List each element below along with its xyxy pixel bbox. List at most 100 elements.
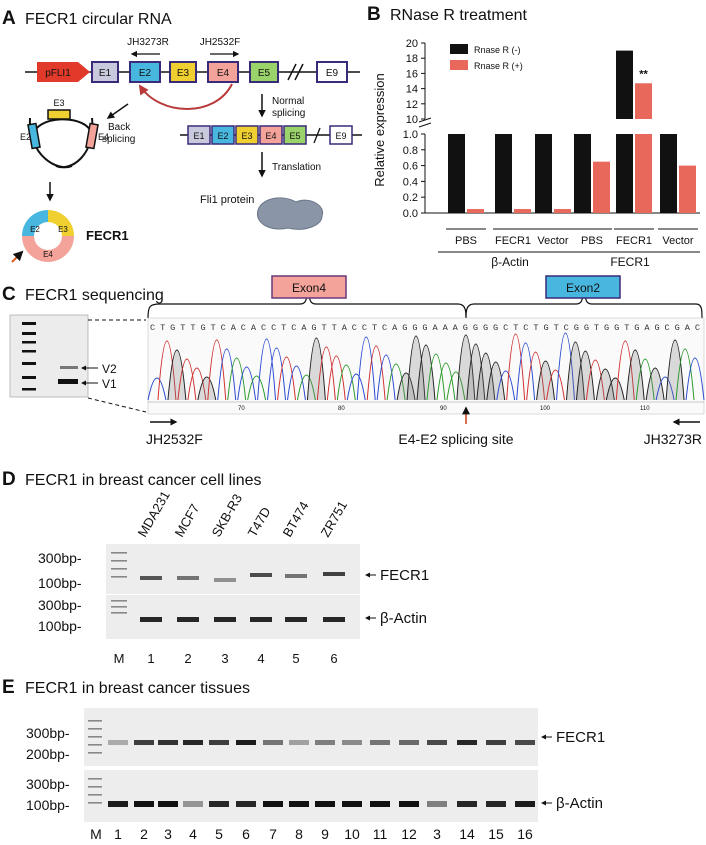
exon-label-e1: E1 bbox=[99, 68, 112, 79]
d-lane-3: 3 bbox=[221, 651, 228, 666]
e-lane-1: 1 bbox=[114, 826, 122, 842]
panel-d-title: FECR1 in breast cancer cell lines bbox=[25, 472, 262, 489]
ytick-label-upper-4: 18 bbox=[406, 53, 418, 65]
trace-peak bbox=[336, 364, 356, 401]
back-splicing-label-2: splicing bbox=[102, 134, 135, 145]
panel-e: E FECR1 in breast cancer tissues 300bp- … bbox=[2, 677, 605, 842]
d-band-actin-5 bbox=[285, 617, 307, 622]
exon-label-e9: E9 bbox=[326, 68, 339, 79]
d-lane-6: 6 bbox=[330, 651, 337, 666]
mrna-exon-e1: E1 bbox=[193, 131, 204, 141]
trace-peak bbox=[595, 368, 615, 401]
chromatogram-traces bbox=[147, 332, 705, 401]
d-ladder-top-3 bbox=[111, 576, 127, 578]
mrna-exon-e9: E9 bbox=[335, 131, 346, 141]
e-ladder-top-1 bbox=[88, 728, 102, 730]
exon4-box bbox=[271, 275, 347, 299]
ring-exon-e2: E2 bbox=[30, 225, 40, 234]
primer-f-label-c: JH2532F bbox=[146, 431, 203, 447]
trace-peak bbox=[526, 351, 546, 401]
mrna: E1 E2 E3 E4 E5 E9 bbox=[180, 125, 362, 145]
e-band-actin-6 bbox=[236, 801, 256, 807]
circ-exon-e3: E3 bbox=[53, 98, 64, 108]
d-band-actin-1 bbox=[140, 617, 162, 622]
e-lane-16: 16 bbox=[517, 826, 533, 842]
trace-peak bbox=[536, 360, 556, 401]
bar-plus-0 bbox=[467, 209, 484, 213]
trace-peak bbox=[217, 348, 237, 401]
exon-e9 bbox=[316, 61, 348, 83]
e-lane-4: 4 bbox=[189, 826, 197, 842]
d-size-300-top: 300bp- bbox=[38, 550, 82, 566]
e-band-fecr1-15 bbox=[486, 740, 506, 745]
e-band-actin-1 bbox=[108, 801, 128, 807]
e-lane-5: 5 bbox=[215, 826, 223, 842]
e-band-actin-2 bbox=[134, 801, 154, 807]
trace-peak bbox=[665, 339, 685, 401]
ytick-label-lower-5: 1.0 bbox=[403, 129, 418, 141]
e-lane-11: 11 bbox=[373, 826, 388, 842]
e-band-fecr1-9 bbox=[315, 740, 335, 745]
e-lane-0: M bbox=[90, 826, 102, 842]
band-label-v2: V2 bbox=[102, 362, 117, 376]
d-ladder-bottom-1 bbox=[111, 606, 127, 608]
bar-minus-lower-4 bbox=[616, 134, 633, 213]
d-ladder-top-2 bbox=[111, 568, 127, 570]
e-lane-15: 15 bbox=[488, 826, 504, 842]
e-lane-3: 3 bbox=[164, 826, 172, 842]
d-lane-2: 2 bbox=[184, 651, 191, 666]
e-band-fecr1-12 bbox=[399, 740, 419, 745]
bar-plus-3 bbox=[593, 161, 610, 213]
gel-band-v2 bbox=[60, 366, 78, 369]
d-size-300-bottom: 300bp- bbox=[38, 597, 82, 613]
e-gel-label-fecr1: FECR1 bbox=[556, 729, 605, 746]
ytick-label-upper-1: 12 bbox=[406, 99, 418, 111]
e-band-fecr1-11 bbox=[370, 740, 390, 745]
axis-break-1 bbox=[418, 117, 432, 123]
back-splicing-label-1: Back bbox=[108, 122, 131, 133]
bar-plus-5 bbox=[679, 165, 696, 213]
significance-label: ** bbox=[639, 68, 648, 80]
panel-d-letter: D bbox=[2, 469, 16, 490]
d-band-fecr1-5 bbox=[285, 574, 307, 578]
d-ladder-top-1 bbox=[111, 560, 127, 562]
e-band-fecr1-2 bbox=[134, 740, 154, 745]
trace-peak bbox=[247, 375, 267, 401]
e-lane-10: 10 bbox=[344, 826, 360, 842]
e-band-fecr1-10 bbox=[342, 740, 362, 745]
cell-line-2: SKB-R3 bbox=[209, 491, 245, 539]
e-lane-8: 8 bbox=[295, 826, 303, 842]
panel-c: C FECR1 sequencing V2 V1 Exon4 Exon2 CTG… bbox=[2, 275, 705, 447]
e-lane-13: 3 bbox=[433, 826, 441, 842]
panel-b: B RNase R treatment Relative expression … bbox=[367, 4, 700, 269]
promoter-arrow bbox=[37, 62, 90, 82]
e-size-200-top: 200bp- bbox=[26, 746, 70, 762]
trace-peak bbox=[556, 332, 575, 401]
d-gel-label-fecr1: FECR1 bbox=[380, 567, 429, 584]
panel-e-letter: E bbox=[2, 677, 15, 698]
legend-label-plus: Rnase R (+) bbox=[474, 61, 523, 71]
ring-exon-e3: E3 bbox=[58, 225, 68, 234]
trace-peak bbox=[386, 363, 406, 401]
bar-minus-5 bbox=[660, 134, 677, 213]
exon-e5 bbox=[249, 61, 279, 83]
mrna-exon-e4: E4 bbox=[265, 131, 276, 141]
trace-peak bbox=[645, 367, 665, 401]
category-label-1: FECR1 bbox=[495, 235, 531, 247]
bar-minus-3 bbox=[574, 134, 591, 213]
bar-plus-2 bbox=[554, 209, 571, 213]
trace-peak bbox=[655, 376, 675, 401]
trace-peak bbox=[456, 334, 476, 401]
sequencing-gel bbox=[9, 314, 89, 398]
trace-peak bbox=[197, 376, 217, 401]
e-band-fecr1-6 bbox=[236, 740, 256, 745]
trace-peak bbox=[346, 373, 366, 401]
d-ladder-bottom-0 bbox=[111, 600, 127, 602]
trace-peak bbox=[675, 348, 695, 401]
trace-peak bbox=[306, 337, 326, 401]
d-gel-label-actin: β-Actin bbox=[380, 610, 427, 627]
exon-e3 bbox=[169, 61, 197, 83]
circ-exon-e4: E4 bbox=[98, 132, 109, 142]
panel-b-title: RNase R treatment bbox=[390, 7, 527, 24]
trace-peak bbox=[406, 335, 426, 401]
